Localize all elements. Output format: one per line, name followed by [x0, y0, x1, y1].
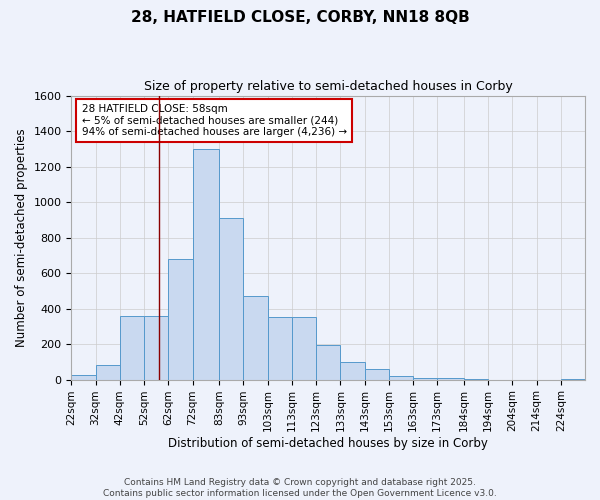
Bar — [561, 378, 585, 380]
Bar — [464, 378, 488, 380]
Bar — [193, 149, 219, 380]
Bar — [413, 378, 437, 380]
Bar — [292, 318, 316, 380]
Bar — [268, 318, 292, 380]
Text: 28 HATFIELD CLOSE: 58sqm
← 5% of semi-detached houses are smaller (244)
94% of s: 28 HATFIELD CLOSE: 58sqm ← 5% of semi-de… — [82, 104, 347, 138]
Bar — [244, 296, 268, 380]
Bar — [120, 316, 144, 380]
Bar — [95, 366, 120, 380]
Y-axis label: Number of semi-detached properties: Number of semi-detached properties — [15, 128, 28, 347]
Bar — [169, 259, 193, 380]
Bar — [340, 362, 365, 380]
Text: 28, HATFIELD CLOSE, CORBY, NN18 8QB: 28, HATFIELD CLOSE, CORBY, NN18 8QB — [131, 10, 469, 25]
Bar — [144, 316, 169, 380]
Title: Size of property relative to semi-detached houses in Corby: Size of property relative to semi-detach… — [144, 80, 512, 93]
X-axis label: Distribution of semi-detached houses by size in Corby: Distribution of semi-detached houses by … — [168, 437, 488, 450]
Bar — [219, 218, 244, 380]
Text: Contains HM Land Registry data © Crown copyright and database right 2025.
Contai: Contains HM Land Registry data © Crown c… — [103, 478, 497, 498]
Bar — [71, 375, 95, 380]
Bar — [389, 376, 413, 380]
Bar — [437, 378, 464, 380]
Bar — [316, 345, 340, 380]
Bar — [365, 369, 389, 380]
